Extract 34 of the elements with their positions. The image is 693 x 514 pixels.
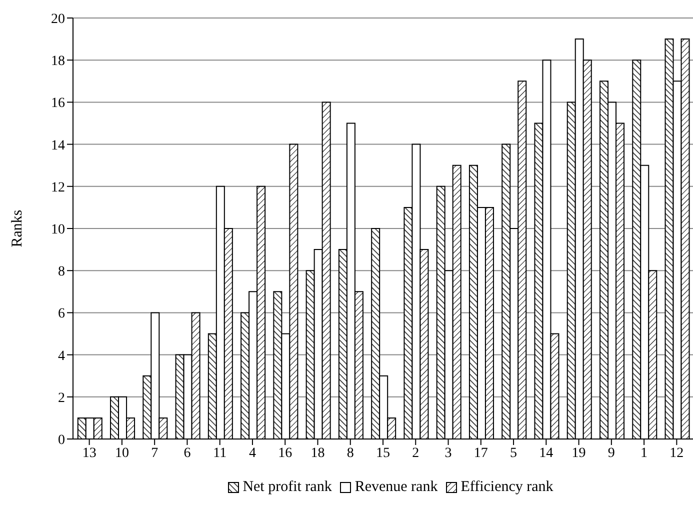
x-tick-label: 19 [572,446,586,461]
y-tick-label: 10 [51,222,65,238]
y-tick-label: 18 [51,54,65,70]
y-tick-label: 6 [58,306,65,322]
x-tick-label: 5 [510,446,518,461]
y-tick-label: 4 [58,348,65,364]
x-tick-label: 18 [310,446,325,461]
x-tick-label: 17 [474,446,488,461]
y-tick-label: 8 [58,264,65,280]
legend-label: Revenue rank [354,479,438,496]
y-tick-label: 12 [51,180,65,196]
x-tick-label: 4 [248,446,256,461]
x-tick-label: 9 [608,446,615,461]
x-tick-label: 14 [539,446,554,461]
x-tick-label: 6 [184,446,191,461]
x-tick-label: 13 [82,446,96,461]
legend-label: Net profit rank [242,479,332,496]
y-axis-title: Ranks [9,210,26,248]
x-tick-label: 10 [114,446,129,461]
y-tick-label: 2 [58,390,65,406]
y-tick-label: 0 [58,432,65,448]
x-tick-label: 12 [670,446,684,461]
x-tick-label: 16 [278,446,292,461]
x-tick-label: 3 [444,446,452,461]
x-tick-label: 11 [213,446,227,461]
y-tick-label: 14 [51,138,65,154]
y-tick-label: 16 [51,96,65,112]
x-tick-label: 8 [346,446,354,461]
x-tick-label: 2 [412,446,420,461]
x-tick-label: 7 [151,446,158,461]
y-tick-label: 20 [51,12,65,27]
x-tick-label: 1 [640,446,648,461]
legend-label: Efficiency rank [460,479,554,496]
x-tick-label: 15 [376,446,390,461]
